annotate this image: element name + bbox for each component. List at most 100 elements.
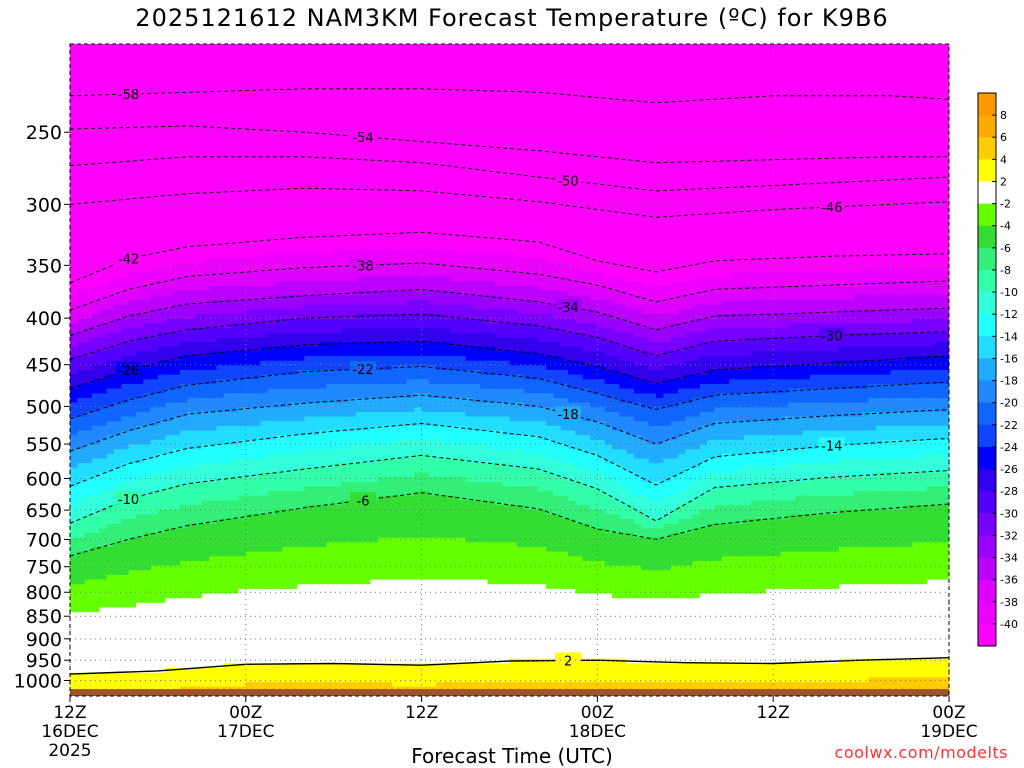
- temperature-cell: [187, 62, 196, 68]
- temperature-cell: [187, 556, 196, 562]
- temperature-cell: [91, 546, 100, 553]
- temperature-cell: [260, 491, 269, 497]
- temperature-cell: [77, 300, 86, 306]
- temperature-cell: [128, 67, 137, 73]
- temperature-cell: [282, 62, 291, 68]
- temperature-cell: [231, 472, 240, 478]
- temperature-cell: [172, 332, 181, 338]
- temperature-cell: [157, 416, 166, 422]
- temperature-cell: [113, 486, 122, 492]
- temperature-cell: [99, 183, 108, 189]
- temperature-cell: [304, 672, 313, 678]
- temperature-cell: [165, 397, 174, 404]
- temperature-cell: [231, 640, 240, 646]
- temperature-cell: [238, 95, 247, 101]
- temperature-cell: [201, 90, 210, 96]
- temperature-cell: [260, 309, 269, 315]
- temperature-cell: [231, 272, 240, 278]
- temperature-cell: [150, 551, 159, 557]
- temperature-cell: [231, 258, 240, 264]
- temperature-cell: [282, 323, 291, 329]
- temperature-cell: [150, 141, 159, 148]
- temperature-cell: [201, 160, 210, 166]
- temperature-cell: [121, 160, 130, 166]
- temperature-cell: [289, 421, 298, 427]
- temperature-cell: [311, 137, 320, 143]
- temperature-cell: [201, 528, 210, 534]
- temperature-cell: [238, 668, 247, 674]
- temperature-cell: [267, 458, 276, 464]
- temperature-cell: [77, 57, 86, 64]
- temperature-cell: [91, 463, 100, 469]
- temperature-cell: [275, 85, 284, 92]
- temperature-cell: [223, 71, 232, 78]
- temperature-cell: [187, 104, 196, 110]
- temperature-cell: [165, 388, 174, 394]
- temperature-cell: [121, 216, 130, 222]
- temperature-cell: [91, 258, 100, 264]
- temperature-cell: [84, 57, 93, 64]
- temperature-cell: [238, 71, 247, 78]
- temperature-cell: [128, 640, 137, 646]
- temperature-cell: [245, 593, 254, 599]
- temperature-cell: [275, 519, 284, 525]
- temperature-cell: [77, 500, 86, 506]
- temperature-cell: [77, 188, 86, 194]
- temperature-cell: [231, 57, 240, 64]
- temperature-cell: [238, 295, 247, 301]
- temperature-cell: [216, 626, 225, 632]
- temperature-cell: [260, 663, 269, 669]
- temperature-cell: [267, 309, 276, 315]
- temperature-cell: [135, 304, 144, 311]
- temperature-cell: [326, 449, 335, 455]
- temperature-cell: [216, 304, 225, 311]
- temperature-cell: [113, 109, 122, 115]
- temperature-cell: [289, 258, 298, 264]
- temperature-cell: [282, 197, 291, 203]
- temperature-cell: [135, 505, 144, 511]
- temperature-cell: [99, 626, 108, 632]
- temperature-cell: [70, 262, 78, 269]
- temperature-cell: [172, 132, 181, 138]
- temperature-cell: [267, 118, 276, 124]
- temperature-cell: [319, 467, 327, 474]
- temperature-cell: [187, 314, 196, 320]
- temperature-cell: [297, 663, 305, 669]
- temperature-cell: [113, 668, 122, 674]
- temperature-cell: [223, 207, 232, 213]
- temperature-cell: [77, 356, 86, 362]
- temperature-cell: [253, 248, 262, 255]
- temperature-cell: [135, 281, 144, 287]
- temperature-cell: [194, 295, 203, 301]
- temperature-cell: [275, 472, 284, 478]
- temperature-cell: [238, 593, 247, 599]
- temperature-cell: [106, 332, 115, 338]
- temperature-cell: [260, 439, 269, 446]
- temperature-cell: [165, 160, 174, 166]
- temperature-cell: [319, 253, 327, 259]
- temperature-cell: [106, 295, 115, 301]
- temperature-cell: [172, 411, 181, 418]
- temperature-cell: [311, 328, 320, 334]
- temperature-cell: [282, 668, 291, 674]
- temperature-cell: [91, 584, 100, 590]
- temperature-cell: [311, 99, 320, 106]
- temperature-cell: [157, 533, 166, 539]
- temperature-cell: [245, 123, 254, 129]
- temperature-cell: [135, 579, 144, 585]
- temperature-cell: [70, 258, 78, 264]
- temperature-cell: [304, 449, 313, 455]
- temperature-cell: [238, 155, 247, 162]
- temperature-cell: [165, 44, 174, 50]
- temperature-cell: [194, 62, 203, 68]
- temperature-cell: [194, 165, 203, 171]
- temperature-cell: [209, 151, 218, 157]
- temperature-cell: [84, 141, 93, 148]
- temperature-cell: [238, 500, 247, 506]
- temperature-cell: [70, 621, 78, 627]
- temperature-cell: [289, 500, 298, 506]
- temperature-cell: [179, 602, 188, 609]
- temperature-cell: [223, 616, 232, 623]
- temperature-cell: [150, 127, 159, 134]
- temperature-cell: [143, 449, 152, 455]
